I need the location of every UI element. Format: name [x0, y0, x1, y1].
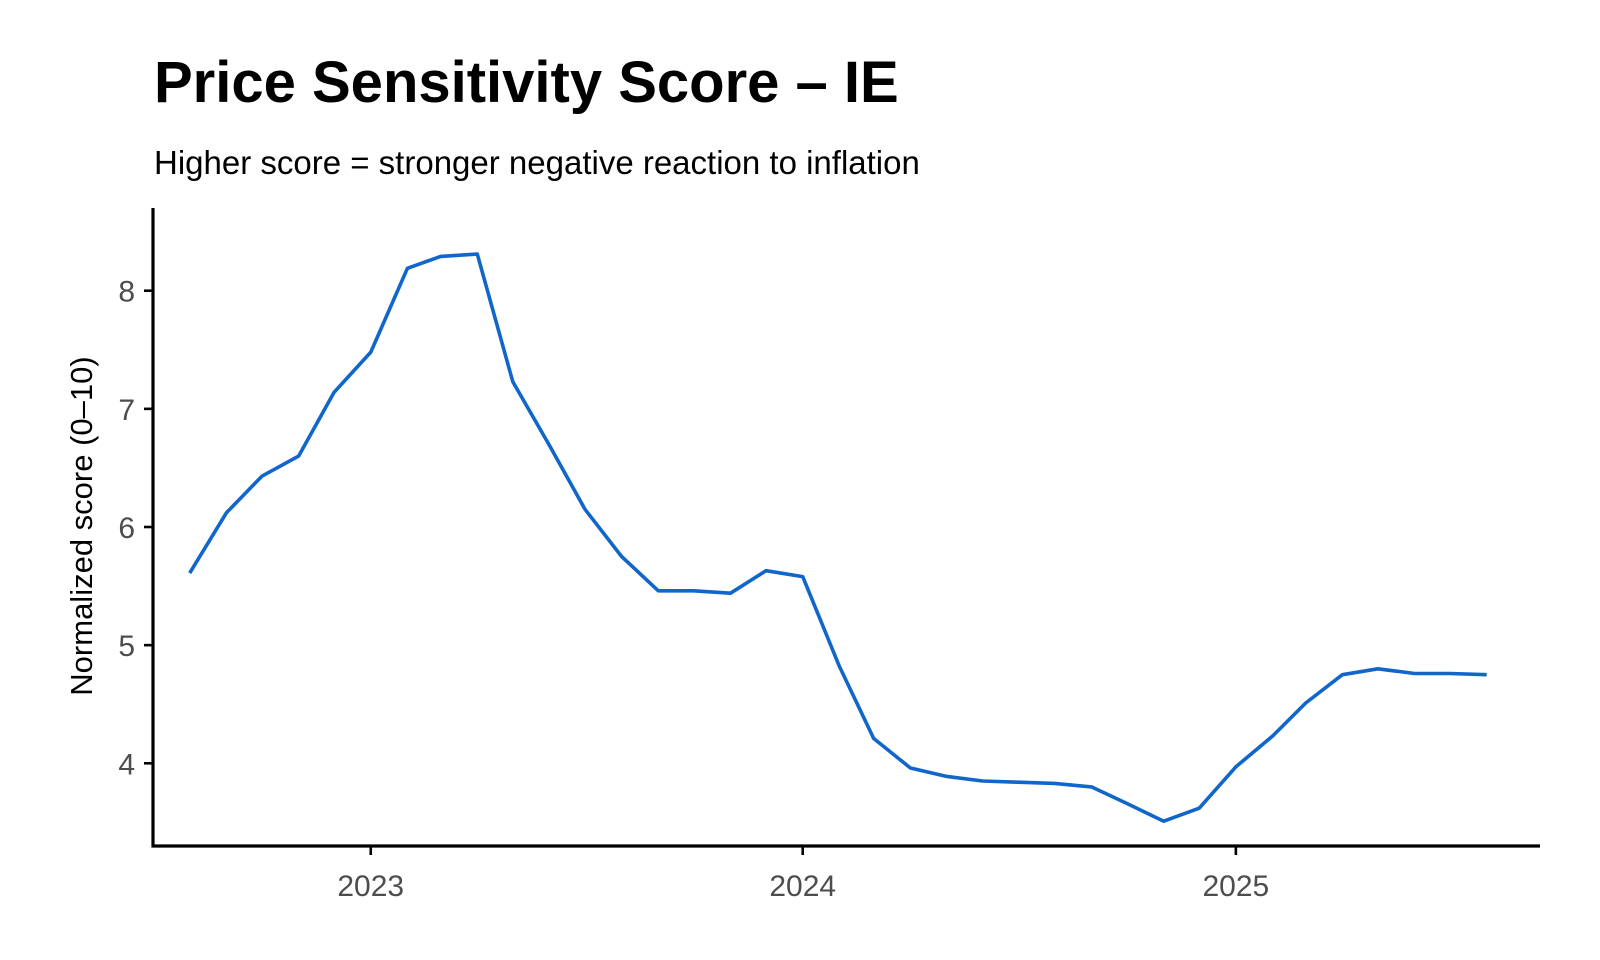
chart-subtitle: Higher score = stronger negative reactio…	[154, 144, 920, 181]
x-tick-label: 2023	[337, 870, 404, 903]
x-tick-label: 2024	[769, 870, 836, 903]
series-line	[188, 252, 1487, 823]
y-axis-title: Normalized score (0–10)	[64, 356, 99, 695]
axes-layer: 4 5 6 7 8 2023 2024 2025	[118, 208, 1540, 903]
y-tick-label: 8	[118, 276, 135, 309]
data-layer	[188, 252, 1487, 823]
y-tick-label: 5	[118, 630, 135, 663]
chart-title: Price Sensitivity Score – IE	[154, 50, 899, 115]
y-tick-label: 4	[118, 748, 135, 781]
y-tick-label: 7	[118, 394, 135, 427]
x-tick-label: 2025	[1202, 870, 1269, 903]
y-tick-label: 6	[118, 512, 135, 545]
